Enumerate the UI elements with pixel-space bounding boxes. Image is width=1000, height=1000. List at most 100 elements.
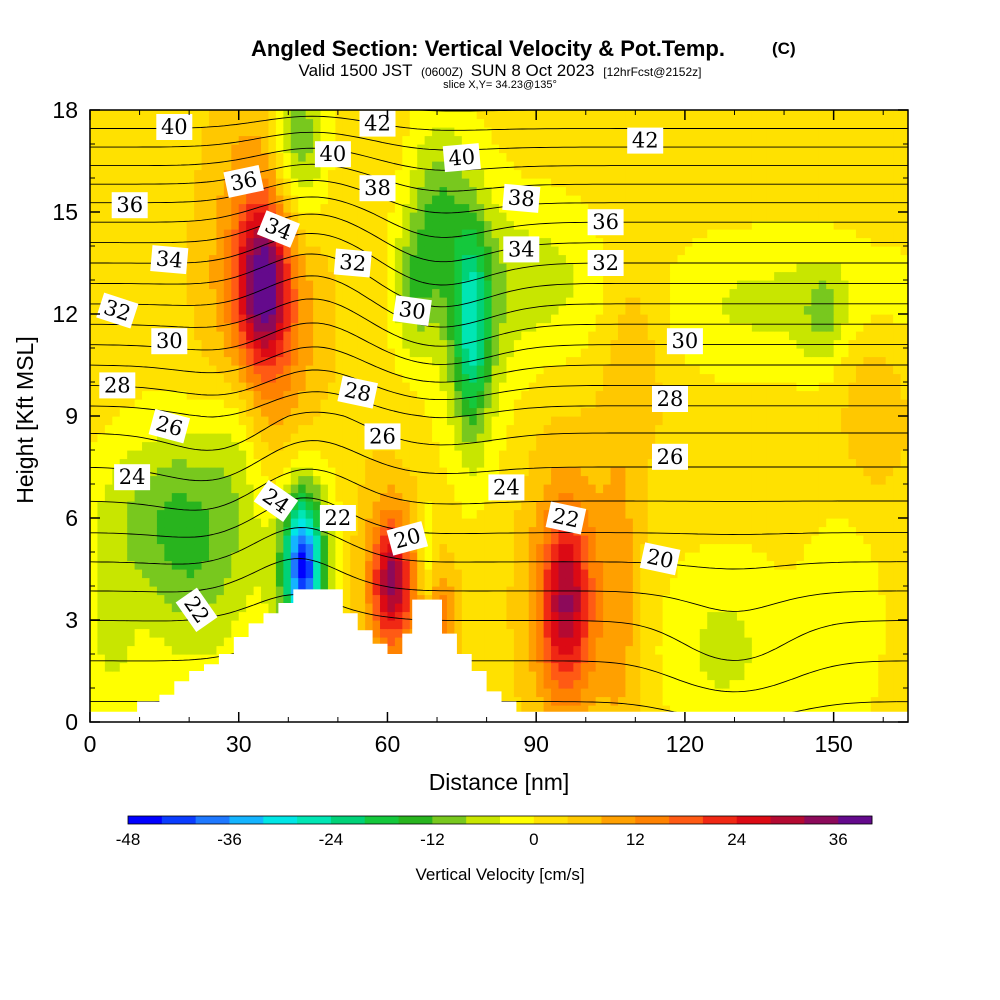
velocity-cell (246, 339, 255, 349)
velocity-cell (655, 348, 664, 358)
velocity-cell (179, 662, 188, 672)
velocity-cell (134, 518, 143, 528)
velocity-cell (320, 339, 329, 349)
velocity-cell (617, 586, 627, 596)
velocity-cell (201, 441, 210, 451)
velocity-cell (424, 390, 433, 400)
velocity-cell (855, 688, 864, 698)
velocity-cell (885, 552, 894, 562)
velocity-cell (179, 501, 188, 511)
velocity-cell (811, 475, 820, 485)
velocity-cell (394, 339, 403, 349)
velocity-cell (863, 339, 872, 349)
velocity-cell (320, 492, 329, 502)
velocity-cell (186, 535, 195, 545)
velocity-cell (818, 637, 827, 647)
velocity-cell (112, 628, 121, 638)
velocity-cell (424, 433, 433, 443)
velocity-cell (231, 577, 240, 587)
velocity-cell (863, 407, 872, 417)
velocity-cell (551, 365, 560, 375)
velocity-cell (729, 526, 738, 536)
velocity-cell (142, 373, 151, 383)
velocity-cell (521, 594, 530, 604)
velocity-cell (551, 475, 560, 485)
velocity-cell (179, 356, 188, 366)
velocity-cell (811, 356, 820, 366)
velocity-cell (246, 382, 255, 392)
velocity-cell (603, 552, 612, 562)
velocity-cell (142, 569, 151, 579)
velocity-cell (729, 339, 738, 349)
velocity-cell (424, 450, 433, 460)
velocity-cell (275, 526, 284, 536)
velocity-cell (632, 433, 641, 443)
velocity-cell (595, 484, 604, 494)
velocity-cell (372, 501, 381, 511)
velocity-cell (603, 543, 612, 553)
velocity-cell (439, 628, 448, 638)
velocity-cell (432, 484, 441, 494)
velocity-cell (97, 433, 106, 443)
velocity-cell (216, 450, 225, 460)
velocity-cell (208, 399, 218, 409)
velocity-cell (826, 620, 835, 630)
velocity-cell (186, 365, 195, 375)
velocity-cell (327, 433, 336, 443)
velocity-cell (699, 382, 708, 392)
velocity-cell (283, 382, 292, 392)
velocity-cell (558, 484, 567, 494)
velocity-cell (231, 407, 240, 417)
velocity-cell (261, 458, 270, 468)
velocity-cell (521, 492, 530, 502)
velocity-cell (201, 433, 210, 443)
velocity-cell (900, 348, 908, 358)
velocity-cell (208, 441, 218, 451)
velocity-cell (432, 492, 441, 502)
velocity-cell (164, 611, 173, 621)
velocity-cell (491, 535, 500, 545)
velocity-cell (261, 569, 270, 579)
velocity-cell (223, 373, 232, 383)
velocity-cell (803, 348, 812, 358)
velocity-cell (729, 671, 738, 681)
velocity-cell (119, 526, 128, 536)
velocity-cell (878, 484, 887, 494)
velocity-cell (253, 373, 262, 383)
velocity-cell (848, 416, 857, 426)
velocity-cell (513, 603, 522, 613)
velocity-cell (223, 339, 232, 349)
velocity-cell (528, 560, 537, 570)
velocity-cell (536, 552, 545, 562)
velocity-cell (707, 705, 716, 715)
velocity-cell (885, 450, 894, 460)
velocity-cell (573, 441, 582, 451)
velocity-cell (573, 535, 582, 545)
velocity-cell (97, 705, 106, 715)
velocity-cell (223, 594, 232, 604)
velocity-cell (90, 594, 99, 604)
velocity-cell (261, 356, 270, 366)
velocity-cell (491, 390, 500, 400)
velocity-cell (833, 348, 842, 358)
velocity-cell (461, 339, 470, 349)
velocity-cell (194, 356, 203, 366)
velocity-cell (409, 399, 418, 409)
velocity-cell (506, 373, 515, 383)
velocity-cell (238, 535, 247, 545)
velocity-cell (387, 356, 396, 366)
velocity-cell (90, 671, 99, 681)
velocity-cell (127, 705, 136, 715)
velocity-cell (268, 594, 277, 604)
velocity-cell (246, 560, 255, 570)
velocity-cell (551, 688, 560, 698)
velocity-cell (90, 467, 99, 477)
velocity-cell (127, 688, 136, 698)
velocity-cell (261, 509, 270, 519)
velocity-cell (580, 620, 589, 630)
velocity-cell (900, 671, 908, 681)
velocity-cell (119, 586, 128, 596)
velocity-cell (372, 637, 381, 647)
velocity-cell (223, 518, 232, 528)
velocity-cell (640, 637, 649, 647)
